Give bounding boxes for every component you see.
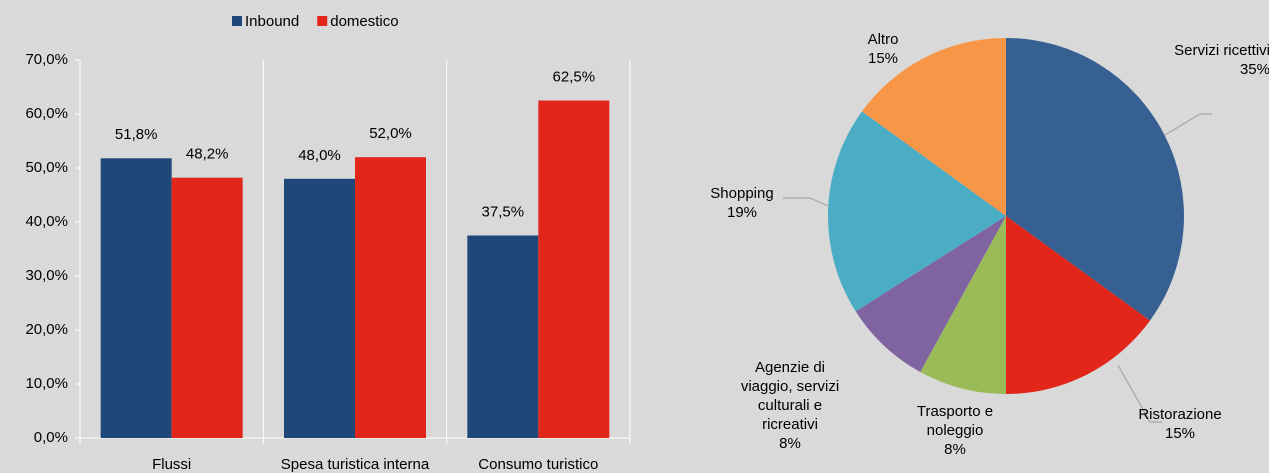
pie-label: Servizi ricettivi 35%: [1168, 41, 1269, 79]
pie-label-value: 8%: [779, 435, 801, 452]
legend-label: Inbound: [245, 13, 299, 30]
pie-label-value: 35%: [1239, 61, 1269, 78]
bar: [284, 178, 355, 439]
bar: [355, 157, 426, 438]
y-tick-label: 40,0%: [25, 213, 68, 230]
y-tick-label: 10,0%: [25, 375, 68, 392]
x-tick-label: Flussi: [152, 456, 191, 473]
pie-label-value: 19%: [726, 204, 758, 221]
data-label: 48,2%: [186, 146, 229, 163]
pie-label-name: Agenzie di viaggio, servizi culturali e …: [740, 359, 840, 433]
pie-slice: [1006, 216, 1151, 394]
pie-slice: [1006, 38, 1184, 321]
data-label: 37,5%: [482, 203, 525, 220]
y-tick-label: 70,0%: [25, 51, 68, 68]
bar: [467, 235, 539, 438]
legend-swatch: [232, 16, 242, 26]
legend-swatch: [317, 16, 328, 26]
pie-label: Shopping 19%: [690, 184, 794, 222]
pie-label: Ristorazione 15%: [1120, 405, 1240, 443]
pie-slice: [861, 38, 1006, 216]
leader-line: [783, 197, 829, 207]
pie-label-value: 15%: [1164, 425, 1196, 442]
leader-line: [1164, 113, 1212, 136]
legend-label: domestico: [330, 13, 398, 30]
y-tick-label: 50,0%: [25, 159, 68, 176]
pie-label-name: Servizi ricettivi: [1174, 42, 1269, 59]
data-label: 62,5%: [553, 68, 596, 85]
x-tick-label: Spesa turistica interna: [281, 456, 430, 473]
data-label: 48,0%: [298, 147, 341, 164]
y-tick-label: 60,0%: [25, 105, 68, 122]
leader-line: [1117, 364, 1162, 423]
pie-label-name: Shopping: [710, 185, 774, 202]
y-tick-label: 20,0%: [25, 321, 68, 338]
pie-slice: [828, 111, 1006, 312]
pie-label-name: Trasporto e noleggio: [916, 403, 994, 439]
pie-label: Trasporto e noleggio 8%: [895, 402, 1015, 459]
bar: [100, 158, 172, 438]
y-tick-label: 30,0%: [25, 267, 68, 284]
data-label: 52,0%: [369, 125, 412, 142]
pie-label-name: Altro: [867, 31, 899, 48]
y-tick-label: 0,0%: [34, 429, 68, 446]
pie-label: Agenzie di viaggio, servizi culturali e …: [730, 358, 850, 453]
bar: [171, 177, 243, 438]
pie-label-value: 15%: [867, 50, 899, 67]
pie-slice: [920, 216, 1006, 394]
data-label: 51,8%: [115, 126, 158, 143]
x-tick-label: Consumo turistico: [478, 456, 598, 473]
pie-label: Altro 15%: [842, 30, 924, 68]
pie-slice: [855, 216, 1006, 372]
bar: [538, 100, 610, 438]
pie-label-name: Ristorazione: [1138, 406, 1222, 423]
pie-label-value: 8%: [944, 441, 966, 458]
